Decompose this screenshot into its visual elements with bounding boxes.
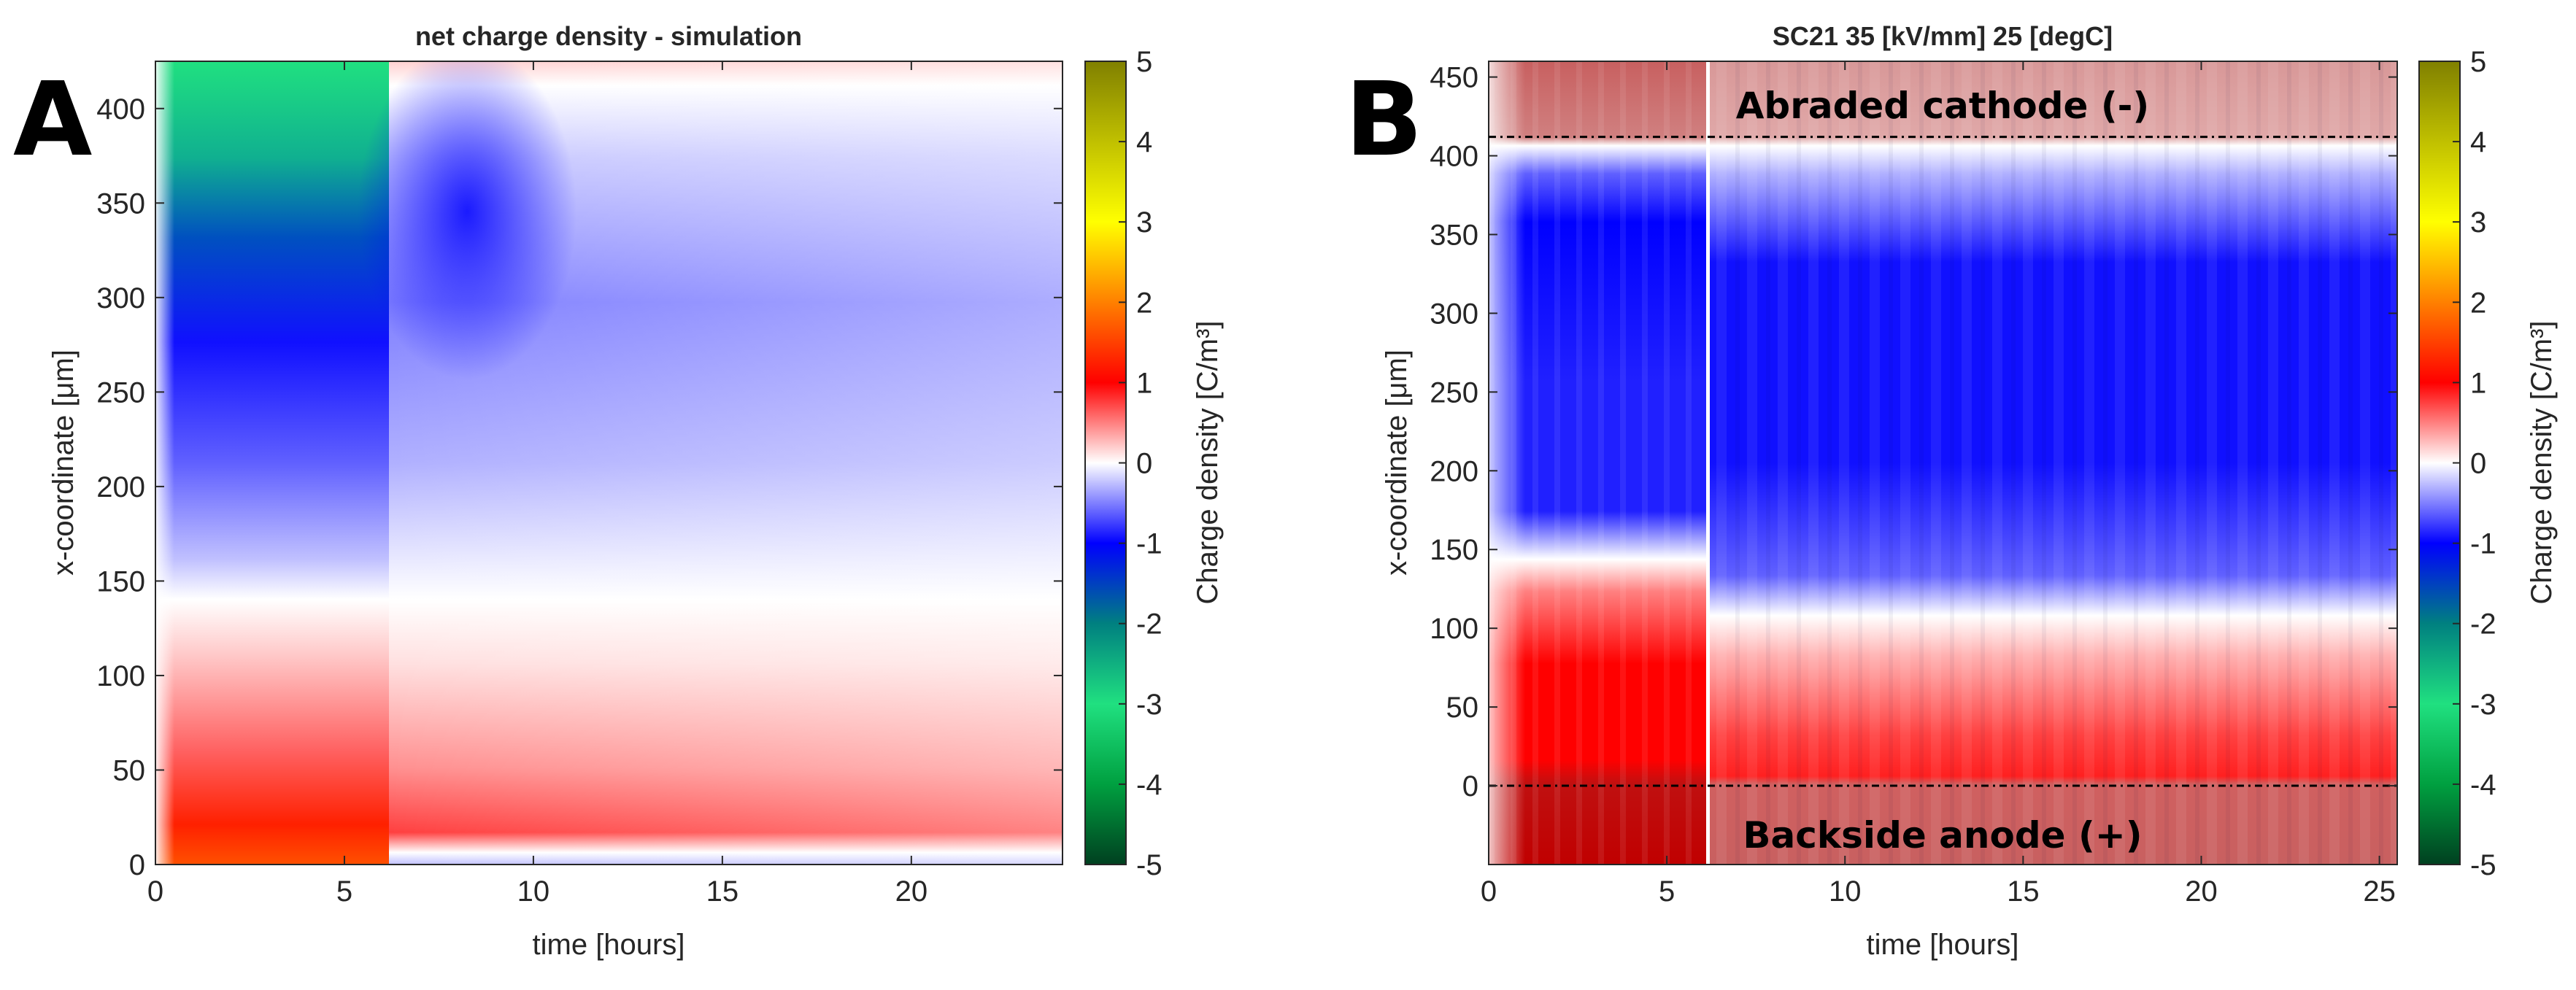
colorbar-tick-label: 0 <box>1136 448 1152 480</box>
y-tick-label: 100 <box>96 660 145 692</box>
panel-a-xlabel: time [hours] <box>533 929 685 961</box>
panel-b-xlabel: time [hours] <box>1867 929 2019 961</box>
panel-b-axes-box <box>1488 61 2398 865</box>
y-tick-label: 350 <box>1430 219 1478 251</box>
colorbar-tick-label: -2 <box>1136 608 1162 641</box>
colorbar-tick-label: 2 <box>2470 287 2486 319</box>
x-tick-label: 20 <box>2185 875 2218 908</box>
panel-a-heatmap <box>155 61 1063 865</box>
panel-b-title: SC21 35 [kV/mm] 25 [degC] <box>1773 21 2113 51</box>
panel-a-ylabel: x-coordinate [μm] <box>47 349 80 576</box>
y-tick-label: 100 <box>1430 613 1478 645</box>
colorbar-tick-label: 3 <box>2470 206 2486 239</box>
panel-b-colorbar-ticks: 5 4 3 2 1 0 -1 -2 -3 -4 -5 <box>2453 46 2496 881</box>
y-tick-label: 450 <box>1430 62 1478 94</box>
heatmap-region <box>1489 61 1525 865</box>
x-tick-label: 15 <box>2007 875 2040 908</box>
anode-annotation: Backside anode (+) <box>1743 814 2142 856</box>
y-tick-label: 350 <box>96 187 145 220</box>
heatmap-region <box>358 61 576 379</box>
time-divider <box>1706 61 1710 865</box>
colorbar-tick-label: 5 <box>1136 46 1152 78</box>
heatmap-region <box>1710 61 2397 865</box>
panel-b-heatmap <box>1489 61 2397 865</box>
panel-a-colorbar-label: Charge density [C/m³] <box>1192 320 1224 604</box>
panel-a-colorbar-ticks: 5 4 3 2 1 0 -1 -2 -3 -4 -5 <box>1119 46 1162 881</box>
y-tick-label: 0 <box>1462 770 1478 803</box>
panel-b-label: B <box>1345 61 1423 179</box>
y-tick-label: 150 <box>1430 534 1478 566</box>
y-tick-label: 200 <box>96 471 145 503</box>
colorbar-tick-label: -5 <box>2470 849 2496 881</box>
x-tick-label: 10 <box>1829 875 1862 908</box>
colorbar-tick-label: 2 <box>1136 287 1152 319</box>
y-tick-label: 300 <box>1430 298 1478 330</box>
x-tick-label: 0 <box>1481 875 1497 908</box>
y-tick-label: 300 <box>96 282 145 314</box>
panel-b-colorbar-label: Charge density [C/m³] <box>2526 320 2558 604</box>
panel-a-axes-box <box>155 61 1063 865</box>
colorbar-tick-label: -4 <box>2470 769 2496 801</box>
colorbar-tick-label: -5 <box>1136 849 1162 881</box>
x-tick-label: 25 <box>2363 875 2396 908</box>
y-tick-label: 250 <box>96 376 145 409</box>
colorbar-tick-label: -3 <box>2470 689 2496 721</box>
colorbar-tick-label: 4 <box>2470 126 2486 158</box>
colorbar-tick-label: 1 <box>1136 367 1152 399</box>
colorbar-tick-label: 0 <box>2470 448 2486 480</box>
panel-a-label: A <box>13 61 92 179</box>
panel-b-ylabel: x-coordinate [μm] <box>1381 349 1413 576</box>
y-tick-label: 200 <box>1430 455 1478 487</box>
y-tick-label: 150 <box>96 565 145 598</box>
colorbar-tick-label: 3 <box>1136 206 1152 239</box>
x-tick-label: 10 <box>517 875 550 908</box>
panel-a: A net charge density - simulation 0 5 10 15… <box>13 21 1224 961</box>
x-tick-label: 5 <box>336 875 352 908</box>
colorbar-tick-label: 1 <box>2470 367 2486 399</box>
colorbar-tick-label: 5 <box>2470 46 2486 78</box>
cathode-annotation: Abraded cathode (-) <box>1736 85 2150 127</box>
y-tick-label: 0 <box>129 849 145 881</box>
panel-a-title: net charge density - simulation <box>415 21 802 51</box>
heatmap-region <box>155 61 389 865</box>
heatmap-region <box>155 61 174 865</box>
panel-b: B SC21 35 [kV/mm] 25 [degC] Abraded cath… <box>1345 21 2558 961</box>
y-tick-label: 400 <box>1430 141 1478 173</box>
x-tick-label: 5 <box>1659 875 1675 908</box>
colorbar-tick-label: -1 <box>2470 528 2496 560</box>
colorbar-tick-label: -1 <box>1136 528 1162 560</box>
panel-b-colorbar <box>2418 61 2461 865</box>
x-tick-label: 0 <box>147 875 163 908</box>
colorbar-tick-label: -4 <box>1136 769 1162 801</box>
colorbar-tick-label: -3 <box>1136 689 1162 721</box>
y-tick-label: 400 <box>96 93 145 125</box>
y-tick-label: 50 <box>1446 692 1479 724</box>
x-tick-label: 15 <box>706 875 739 908</box>
y-tick-label: 50 <box>113 754 146 786</box>
colorbar-tick-label: 4 <box>1136 126 1152 158</box>
x-tick-label: 20 <box>895 875 928 908</box>
colorbar-tick-label: -2 <box>2470 608 2496 641</box>
y-tick-label: 250 <box>1430 376 1478 409</box>
